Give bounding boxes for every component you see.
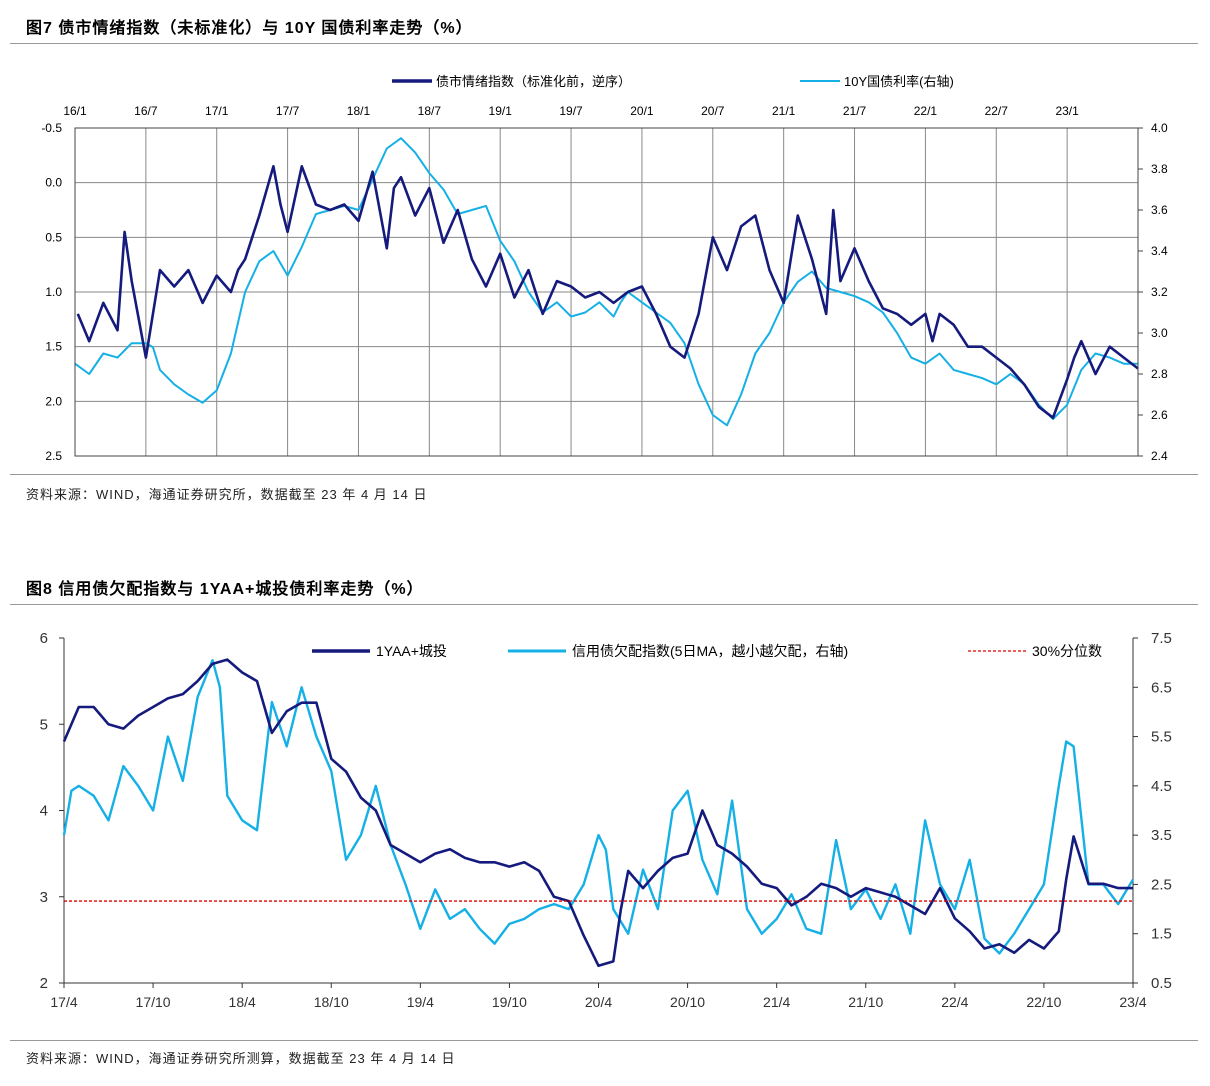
- chart2-right-axis-labels: 7.5 6.5 5.5 4.5 3.5 2.5 1.5 0.5: [1133, 630, 1172, 992]
- chart1-x-tick-16-7: 16/7: [134, 104, 158, 118]
- chart1-right-axis-labels: 4.0 3.8 3.6 3.4 3.2 3.0 2.8 2.6 2.4: [1138, 121, 1168, 463]
- chart2-x-tick-18-4: 18/4: [229, 994, 256, 1010]
- figure7-source: 资料来源：WIND，海通证券研究所，数据截至 23 年 4 月 14 日: [26, 487, 428, 502]
- chart2-x-tick-18-10: 18/10: [314, 994, 349, 1010]
- chart2-x-tick-21-4: 21/4: [763, 994, 790, 1010]
- chart-credit-underallocation: 1YAA+城投 信用债欠配指数(5日MA，越小越欠配，右轴) 30%分位数 17…: [40, 630, 1172, 1010]
- chart1-left-tick: 2.5: [45, 449, 62, 463]
- chart1-x-tick-16-1: 16/1: [63, 104, 87, 118]
- chart1-left-tick: 1.0: [45, 285, 62, 299]
- legend-1yaa-label: 1YAA+城投: [376, 643, 447, 659]
- figure8-source-rule: [10, 1040, 1198, 1041]
- series-underallocation-index-line: [62, 659, 1135, 955]
- legend-underallocation-label: 信用债欠配指数(5日MA，越小越欠配，右轴): [572, 643, 848, 659]
- chart2-x-tick-labels: 17/4 17/10 18/4 18/10 19/4 19/10 20/4 20/10 21/4…: [50, 983, 1147, 1010]
- chart2-x-tick-19-10: 19/10: [492, 994, 527, 1010]
- chart1-left-tick: -0.5: [41, 121, 62, 135]
- chart2-x-tick-22-4: 22/4: [941, 994, 968, 1010]
- chart2-right-tick: 1.5: [1151, 926, 1172, 943]
- chart2-x-tick-22-10: 22/10: [1026, 994, 1061, 1010]
- chart2-left-tick: 6: [40, 630, 48, 647]
- figure8-title-rule: [10, 604, 1198, 605]
- chart1-right-tick: 3.6: [1151, 203, 1168, 217]
- chart1-x-tick-20-7: 20/7: [701, 104, 725, 118]
- chart2-x-tick-17-4: 17/4: [50, 994, 77, 1010]
- chart1-legend: 债市情绪指数（标准化前，逆序） 10Y国债利率(右轴): [392, 74, 954, 89]
- chart2-right-tick: 6.5: [1151, 679, 1172, 696]
- chart1-x-tick-18-7: 18/7: [418, 104, 442, 118]
- series-10y-yield-line: [74, 137, 1138, 427]
- chart2-x-tick-20-10: 20/10: [670, 994, 705, 1010]
- chart1-x-tick-22-1: 22/1: [914, 104, 938, 118]
- chart1-right-tick: 3.4: [1151, 244, 1168, 258]
- chart1-series-lines: [74, 137, 1139, 427]
- legend-30pct-label: 30%分位数: [1032, 643, 1102, 659]
- chart2-x-tick-19-4: 19/4: [407, 994, 434, 1010]
- chart1-left-tick: 2.0: [45, 394, 62, 408]
- chart2-right-tick: 5.5: [1151, 729, 1172, 746]
- chart2-left-tick: 2: [40, 975, 48, 992]
- chart2-x-tick-20-4: 20/4: [585, 994, 612, 1010]
- chart2-left-tick: 4: [40, 803, 48, 820]
- figure8-title: 图8 信用债欠配指数与 1YAA+城投债利率走势（%）: [26, 581, 424, 598]
- chart1-right-tick: 2.8: [1151, 367, 1168, 381]
- chart2-left-tick: 3: [40, 889, 48, 906]
- chart2-series-lines: [62, 658, 1135, 968]
- legend-sentiment-label: 债市情绪指数（标准化前，逆序）: [436, 74, 631, 89]
- chart2-legend: 1YAA+城投 信用债欠配指数(5日MA，越小越欠配，右轴) 30%分位数: [312, 643, 1102, 659]
- chart1-left-tick: 0.0: [45, 176, 62, 190]
- chart2-right-tick: 2.5: [1151, 876, 1172, 893]
- chart1-x-tick-17-1: 17/1: [205, 104, 229, 118]
- chart1-right-tick: 2.4: [1151, 449, 1168, 463]
- chart2-right-tick: 4.5: [1151, 778, 1172, 795]
- chart2-left-tick: 5: [40, 716, 48, 733]
- chart1-plot-frame: [74, 127, 1139, 457]
- chart1-left-tick: 0.5: [45, 230, 62, 244]
- chart1-x-tick-21-7: 21/7: [843, 104, 867, 118]
- chart1-right-tick: 4.0: [1151, 121, 1168, 135]
- figure7-title-rule: [10, 43, 1198, 44]
- chart2-right-tick: 0.5: [1151, 975, 1172, 992]
- figure7-source-rule: [10, 474, 1198, 475]
- chart1-x-tick-20-1: 20/1: [630, 104, 654, 118]
- chart2-right-tick: 3.5: [1151, 827, 1172, 844]
- series-sentiment-index-line: [76, 165, 1139, 419]
- chart1-x-tick-19-1: 19/1: [489, 104, 513, 118]
- chart1-x-tick-labels: 16/1 16/7 17/1 17/7 18/1 18/7 19/1 19/7 20/1 20/7…: [63, 104, 1079, 118]
- chart2-left-axis-labels: 2 3 4 5 6: [40, 630, 64, 992]
- chart2-x-tick-21-10: 21/10: [848, 994, 883, 1010]
- chart1-x-tick-19-7: 19/7: [559, 104, 583, 118]
- chart2-x-tick-23-4: 23/4: [1119, 994, 1146, 1010]
- chart1-x-tick-18-1: 18/1: [347, 104, 371, 118]
- chart2-x-tick-17-10: 17/10: [136, 994, 171, 1010]
- figure8-source: 资料来源：WIND，海通证券研究所测算，数据截至 23 年 4 月 14 日: [26, 1051, 456, 1066]
- chart1-right-tick: 3.8: [1151, 162, 1168, 176]
- chart1-x-tick-22-7: 22/7: [985, 104, 1009, 118]
- series-1yaa-chengtou-line: [62, 658, 1133, 968]
- chart-bond-sentiment: 债市情绪指数（标准化前，逆序） 10Y国债利率(右轴) 16/1 16/7 17/1…: [41, 74, 1168, 463]
- chart1-x-tick-21-1: 21/1: [772, 104, 796, 118]
- chart1-left-axis-labels: -0.5 0.0 0.5 1.0 1.5 2.0 2.5: [41, 121, 62, 463]
- chart1-x-tick-23-1: 23/1: [1055, 104, 1079, 118]
- figure7-title: 图7 债市情绪指数（未标准化）与 10Y 国债利率走势（%）: [26, 20, 473, 37]
- chart1-left-tick: 1.5: [45, 340, 62, 354]
- chart1-right-tick: 3.0: [1151, 326, 1168, 340]
- chart2-right-tick: 7.5: [1151, 630, 1172, 647]
- chart1-x-tick-17-7: 17/7: [276, 104, 300, 118]
- chart1-right-tick: 2.6: [1151, 408, 1168, 422]
- chart2-axes: [63, 638, 1134, 984]
- chart1-gridlines: [75, 128, 1138, 456]
- legend-10y-label: 10Y国债利率(右轴): [844, 74, 954, 89]
- chart1-right-tick: 3.2: [1151, 285, 1168, 299]
